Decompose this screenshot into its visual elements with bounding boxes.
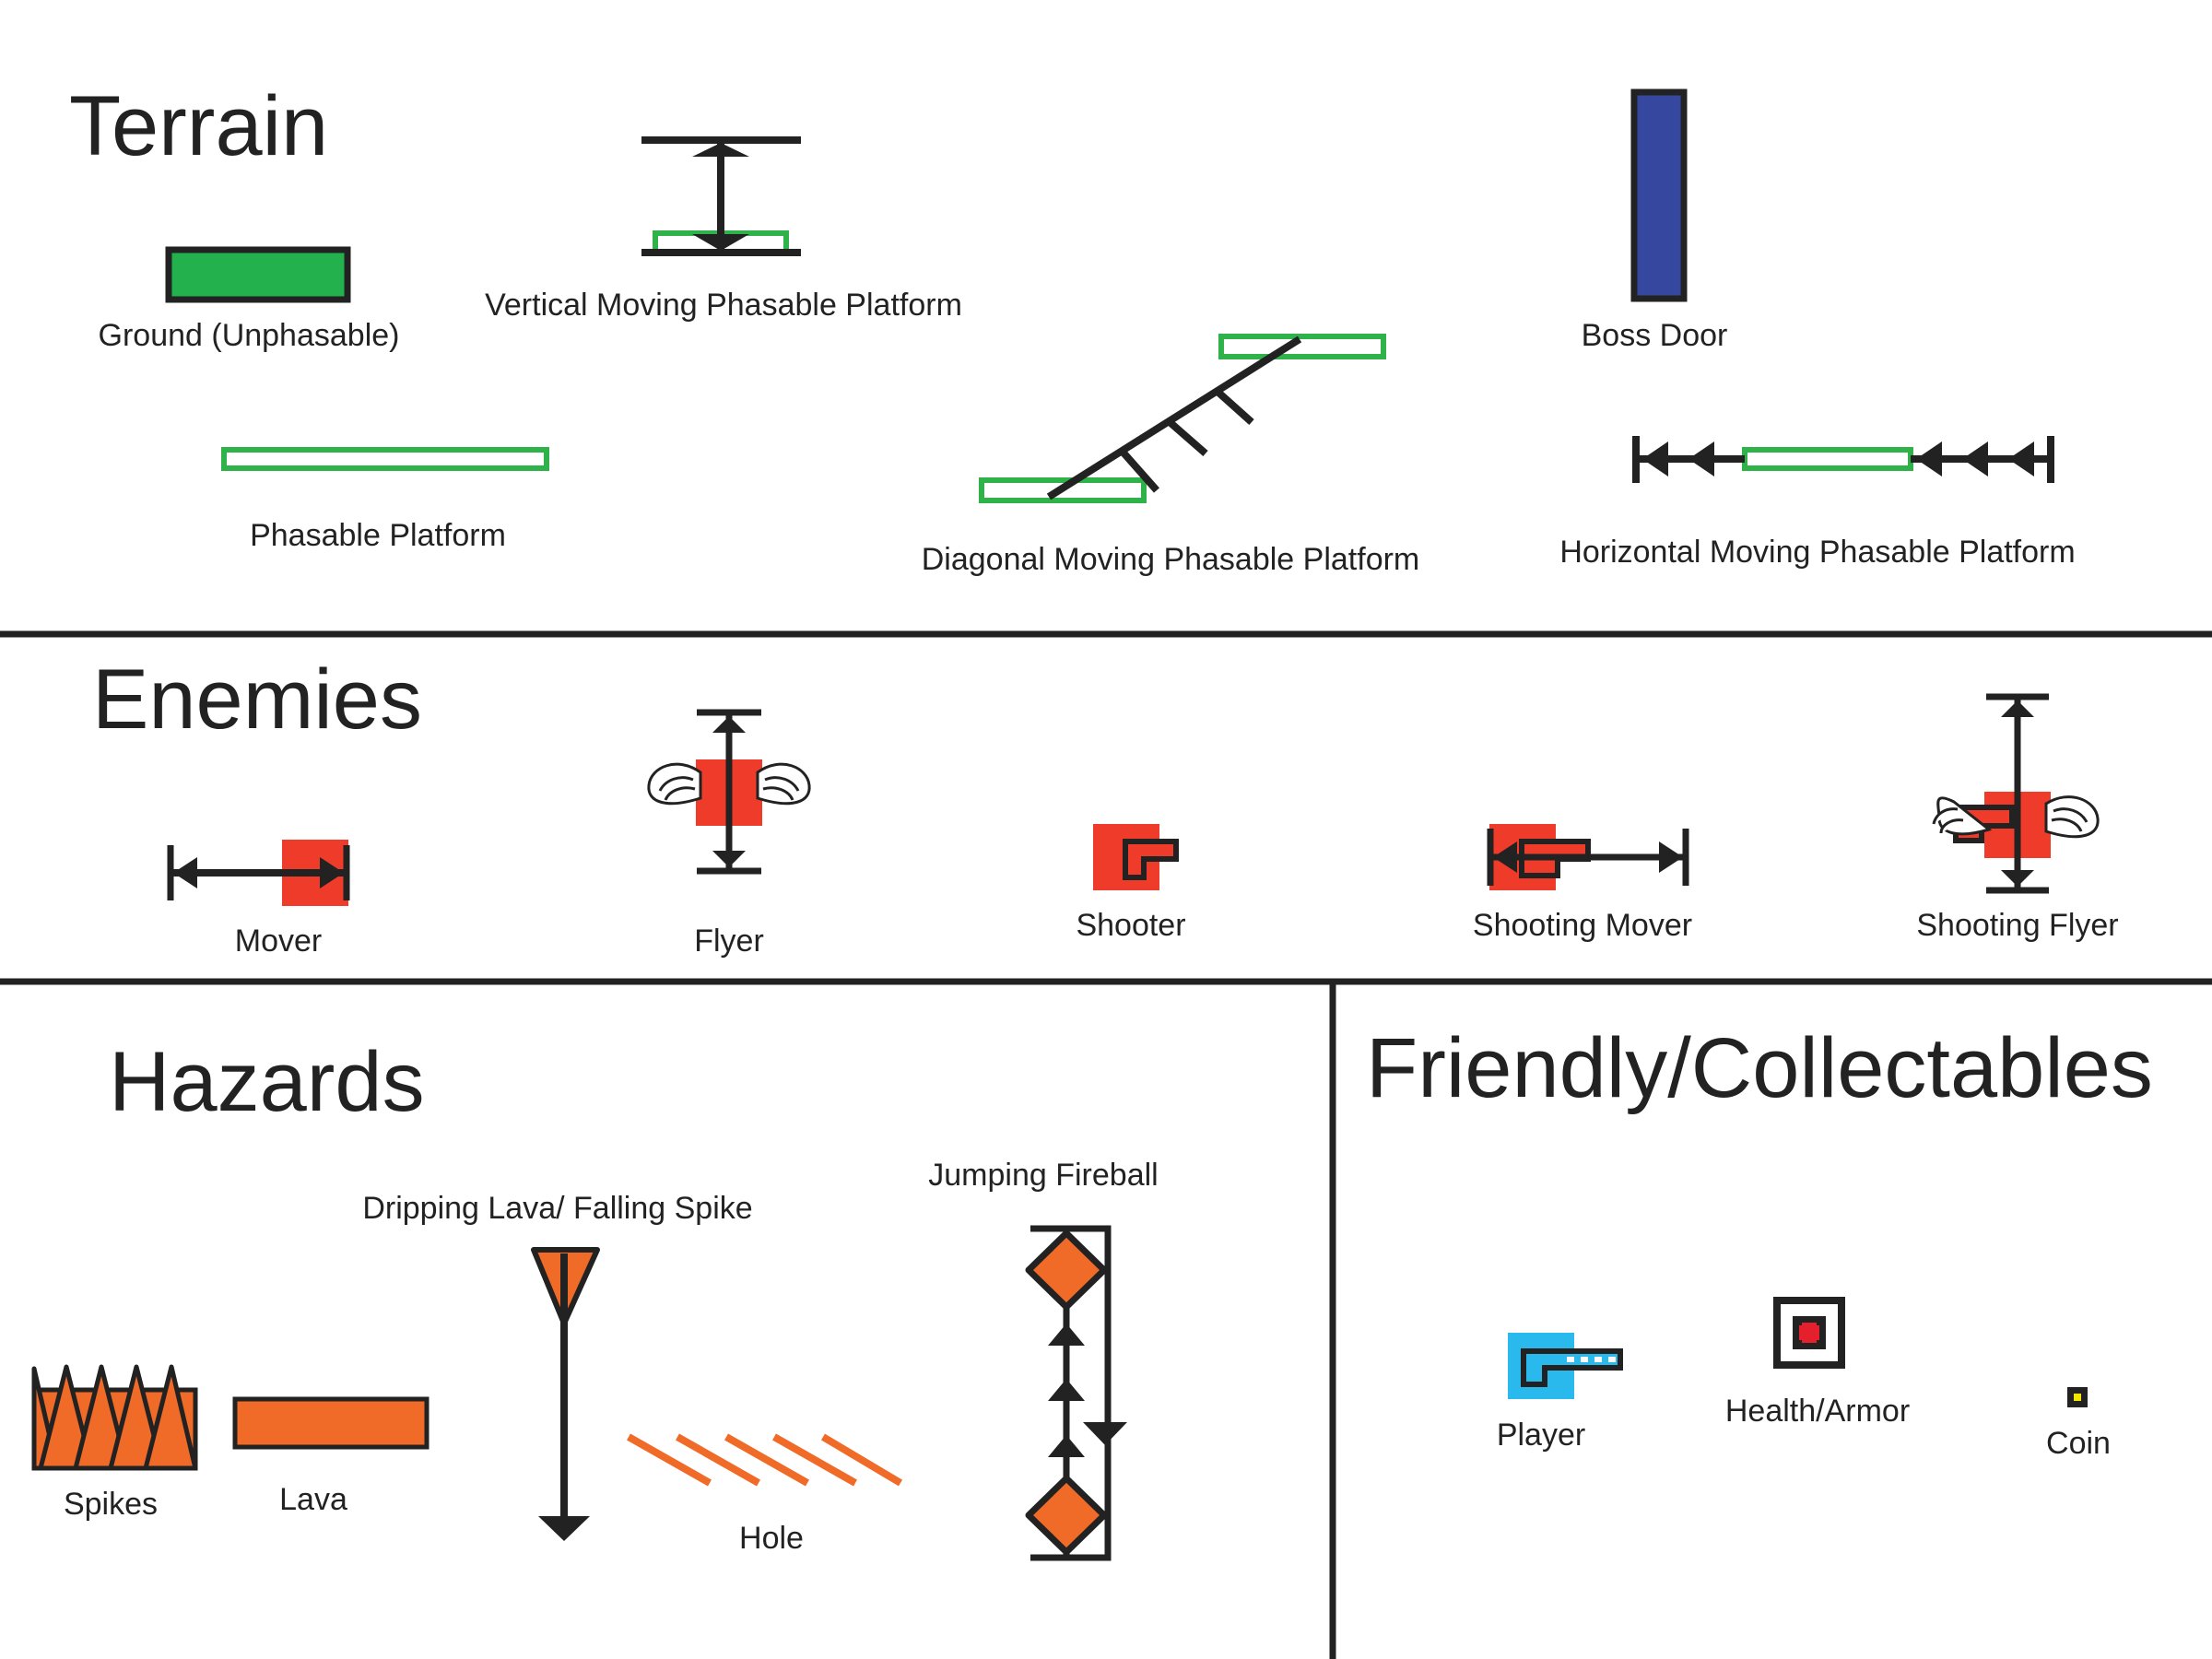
terrain-heading: Terrain (69, 79, 328, 173)
spikes-label: Spikes (64, 1487, 158, 1522)
hole-label: Hole (739, 1521, 804, 1556)
coin-label: Coin (2046, 1426, 2111, 1461)
dripping-lava-icon (531, 1247, 600, 1541)
boss-door-label: Boss Door (1582, 318, 1728, 353)
mover-label: Mover (235, 924, 322, 959)
terrain-section: Terrain Ground (Unphasable) Vertical Mov… (69, 79, 2076, 577)
jumping-fireball-icon (1025, 1225, 1127, 1561)
horizontal-moving-platform-icon (1632, 436, 2054, 483)
shooting-flyer-label: Shooting Flyer (1916, 908, 2118, 943)
diagonal-moving-platform-icon (979, 334, 1386, 503)
wing-right-icon (756, 762, 811, 806)
enemies-heading: Enemies (92, 653, 422, 747)
hazards-heading: Hazards (109, 1035, 425, 1129)
boss-door-icon (1630, 88, 1688, 302)
diagonal-platform-label: Diagonal Moving Phasable Platform (922, 542, 1420, 577)
hazards-section: Hazards Spikes Lava Dripping Lava/ Falli… (31, 1035, 1159, 1561)
wing-left-icon (647, 762, 702, 806)
player-label: Player (1497, 1418, 1585, 1453)
flyer-label: Flyer (694, 924, 764, 959)
section-dividers (0, 630, 2212, 1659)
vertical-moving-platform-icon (641, 136, 801, 256)
hole-icon (627, 1433, 903, 1487)
wing-left-icon (1932, 796, 1993, 836)
shooter-label: Shooter (1076, 908, 1185, 943)
phasable-platform-label: Phasable Platform (250, 518, 506, 553)
wing-right-icon (2044, 795, 2100, 839)
shooting-flyer-icon (1932, 693, 2100, 894)
vertical-platform-label: Vertical Moving Phasable Platform (485, 288, 962, 323)
friendly-heading: Friendly/Collectables (1366, 1021, 2153, 1115)
shooting-mover-label: Shooting Mover (1473, 908, 1692, 943)
health-armor-icon (1773, 1297, 1845, 1369)
phasable-platform-icon (221, 447, 549, 471)
ground-icon (165, 246, 351, 303)
jumping-fireball-label: Jumping Fireball (928, 1158, 1158, 1193)
player-icon (1508, 1333, 1623, 1399)
friendly-section: Friendly/Collectables Player Health/Armo… (1366, 1021, 2153, 1461)
health-armor-label: Health/Armor (1725, 1394, 1910, 1429)
dripping-lava-label: Dripping Lava/ Falling Spike (362, 1191, 752, 1226)
coin-icon (2067, 1387, 2088, 1407)
lava-label: Lava (279, 1482, 347, 1517)
mover-icon (167, 840, 350, 906)
shooter-icon (1093, 824, 1179, 890)
flyer-icon (647, 709, 811, 875)
spikes-icon (31, 1364, 198, 1471)
horizontal-platform-label: Horizontal Moving Phasable Platform (1559, 535, 2075, 570)
ground-label: Ground (Unphasable) (99, 318, 400, 353)
enemies-section: Enemies Mover (92, 653, 2119, 959)
lava-icon (232, 1396, 429, 1450)
shooting-mover-icon (1487, 824, 1689, 890)
